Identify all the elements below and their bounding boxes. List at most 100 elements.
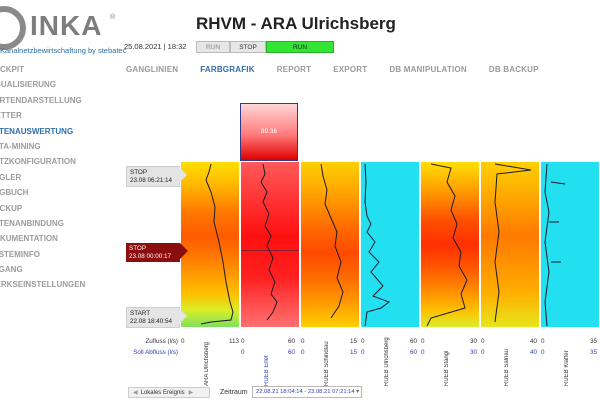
column-name: RUEB Stangl — [444, 350, 450, 386]
marker-time: 22.08 18:40:54 — [130, 317, 173, 325]
sidebar-item-backup[interactable]: BACKUP — [0, 203, 23, 213]
sidebar-item-netzkonfiguration[interactable]: NETZKONFIGURATION — [0, 157, 76, 167]
sidebar-item-data-mining[interactable]: DATA-MINING — [0, 141, 41, 151]
sidebar-item-datenanbindung[interactable]: DATENANBINDUNG — [0, 218, 64, 228]
flow-line — [260, 163, 278, 321]
sidebar-nav: COCKPIT VISUALISIERUNG KARTENDARSTELLUNG… — [0, 62, 108, 293]
stop-marker-1[interactable]: STOP 23.08 06:21:14 — [126, 166, 187, 187]
heatmap-fill — [481, 162, 539, 327]
zeitraum-label: Zeitraum — [220, 389, 248, 396]
sidebar-item-cockpit[interactable]: COCKPIT — [0, 65, 24, 74]
flow-line — [426, 163, 468, 327]
zufluss-row-label: Zufluss (l/s) — [145, 338, 178, 345]
flow-line — [364, 163, 391, 327]
sidebar-item-zugang[interactable]: ZUGANG — [0, 265, 23, 275]
flow-line — [544, 163, 566, 327]
zeitraum-select[interactable]: 22.08.21 18:04:14 - 23.08.21 07:21:14 ▾ — [252, 386, 362, 398]
axis-max: 40 — [530, 338, 538, 345]
logo-subtitle: Kanalnetzbewirtschaftung by stebatec — [0, 46, 127, 55]
zeitraum-value: 22.08.21 18:04:14 - 23.08.21 07:21:14 — [256, 389, 355, 395]
sidebar-item-wetter[interactable]: WETTER — [0, 111, 22, 121]
run-mode-button[interactable]: RUN — [196, 41, 230, 53]
heatmap-column-rueb-erlet[interactable] — [241, 162, 299, 327]
axis-max: 15 — [350, 349, 358, 356]
axis-max: 15 — [350, 338, 358, 345]
tab-db-backup[interactable]: DB BACKUP — [488, 65, 539, 74]
marker-label: STOP — [129, 245, 147, 252]
sidebar-item-logbuch[interactable]: LOGBUCH — [0, 188, 29, 198]
heatmap-column-rueb-salnau[interactable] — [481, 162, 539, 327]
axis-max: 35 — [590, 349, 598, 356]
sidebar-item-systeminfo[interactable]: SYSTEMINFO — [0, 249, 41, 259]
marker-label: STOP — [130, 169, 148, 176]
logo-ring-icon — [0, 6, 26, 50]
axis-min: 0 — [241, 338, 245, 345]
tab-report[interactable]: REPORT — [276, 65, 312, 74]
heatmap-column-rueb-stangl[interactable] — [421, 162, 479, 327]
axis-max: 60 — [410, 349, 418, 356]
tab-db-manipulation[interactable]: DB MANIPULATION — [389, 65, 467, 74]
column-name: RUEB Klaffer — [564, 350, 570, 386]
axis-max: 60 — [288, 338, 296, 345]
analysis-tabs: GANGLINIEN FARBGRAFIK REPORT EXPORT DB M… — [126, 65, 561, 74]
current-datetime: 25.08.2021 | 18:32 — [124, 42, 187, 51]
column-name: ARA Ulrichsberg — [204, 341, 210, 386]
lokales-ereignis-label: Lokales Ereignis — [140, 390, 185, 396]
selected-column-highlight[interactable]: 89.36 — [240, 103, 298, 161]
sidebar-item-regler[interactable]: REGLER — [0, 172, 22, 182]
stop-marker-2[interactable]: STOP 23.08 00:00:17 — [126, 243, 188, 262]
axis-min: 0 — [481, 349, 485, 356]
stop-mode-button[interactable]: STOP — [230, 41, 266, 53]
chevron-down-icon: ▾ — [356, 389, 359, 395]
axis-min: 0 — [361, 349, 365, 356]
column-name: RUEB Erlet — [264, 355, 270, 386]
axis-min: 0 — [181, 338, 185, 345]
axis-min: 0 — [541, 349, 545, 356]
axis-max: 60 — [410, 338, 418, 345]
sidebar-item-dokumentation[interactable]: DOKUMENTATION — [0, 234, 58, 244]
axis-max: 35 — [590, 338, 598, 345]
axis-min: 0 — [541, 338, 545, 345]
logo-registered-mark: ® — [110, 14, 116, 21]
sidebar-item-datenauswertung[interactable]: DATENAUSWERTUNG — [0, 126, 74, 136]
sidebar-item-kartendarstellung[interactable]: KARTENDARSTELLUNG — [0, 95, 82, 105]
heatmap-column-rueb-schindlau[interactable] — [301, 162, 359, 327]
logo-text: INKA — [30, 10, 103, 41]
chevron-left-icon: ◀ — [133, 390, 138, 396]
axis-min: 0 — [301, 338, 305, 345]
tab-ganglinien[interactable]: GANGLINIEN — [126, 65, 179, 74]
tab-export[interactable]: EXPORT — [333, 65, 368, 74]
flow-line — [320, 163, 344, 319]
chevron-right-icon: ▶ — [188, 390, 194, 396]
axis-max: 40 — [530, 349, 538, 356]
axis-min: 0 — [361, 338, 365, 345]
inka-logo: INKA ® Kanalnetzbewirtschaftung by steba… — [0, 4, 127, 55]
heatmap-column-ara-ulrichsberg[interactable] — [181, 162, 239, 327]
start-marker[interactable]: START 22.08 18:40:54 — [126, 307, 187, 328]
column-name: RUEB Salnau — [504, 348, 510, 386]
heatmap-fill — [241, 162, 299, 327]
page-title: RHVM - ARA Ulrichsberg — [196, 14, 396, 33]
heatmap-fill — [421, 162, 479, 327]
axis-max: 30 — [470, 338, 478, 345]
heatmap-column-rueb-ulrichsberg[interactable] — [361, 162, 419, 327]
sidebar-item-visualisierung[interactable]: VISUALISIERUNG — [0, 80, 57, 90]
sidebar-item-werkseinstellungen[interactable]: WERKSEINSTELLUNGEN — [0, 280, 86, 290]
column-name: RUEB Ulrichsberg — [384, 337, 390, 386]
marker-line — [241, 250, 299, 251]
axis-min: 0 — [421, 338, 425, 345]
marker-label: START — [130, 310, 151, 317]
axis-min: 0 — [241, 349, 245, 356]
marker-time: 23.08 06:21:14 — [130, 176, 173, 184]
flow-line — [200, 163, 234, 325]
tab-farbgrafik[interactable]: FARBGRAFIK — [200, 65, 255, 74]
heatmap-fill — [541, 162, 599, 327]
flow-line — [494, 163, 532, 323]
heatmap-column-rueb-klaffer[interactable] — [541, 162, 599, 327]
column-name: RUEB Schindlau — [324, 341, 330, 386]
lokales-ereignis-button[interactable]: ◀ Lokales Ereignis ▶ — [128, 387, 210, 398]
run-status-indicator[interactable]: RUN — [266, 41, 334, 53]
axis-max: 30 — [470, 349, 478, 356]
soll-abfluss-row-label: Soll Abfluss (l/s) — [133, 349, 178, 356]
axis-min: 0 — [301, 349, 305, 356]
